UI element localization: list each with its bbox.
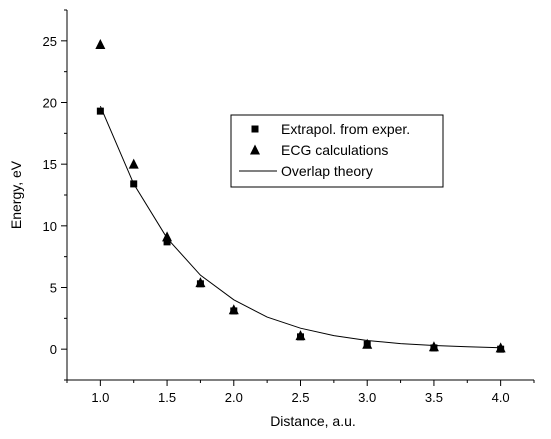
x-tick-label: 3.0 — [358, 390, 376, 405]
y-tick-label: 0 — [50, 342, 57, 357]
legend: Extrapol. from exper. ECG calculations Ove… — [230, 114, 444, 188]
legend-box — [230, 114, 444, 188]
axes: 1.0 1.5 2.0 2.5 3.0 3.5 4.0 0 5 10 15 20 25 — [43, 9, 535, 405]
overlap-theory-line — [99, 106, 501, 349]
x-tick-label: 3.5 — [425, 390, 443, 405]
x-tick-label: 4.0 — [492, 390, 510, 405]
y-tick-label: 15 — [43, 157, 57, 172]
y-tick-label: 25 — [43, 34, 57, 49]
ecg-data-point — [128, 158, 139, 169]
x-axis-title: Distance, a.u. — [270, 413, 356, 429]
legend-label: Overlap theory — [281, 163, 373, 179]
ecg-data-point — [162, 231, 173, 242]
ecg-data-point — [428, 341, 439, 352]
ecg-data-point — [195, 277, 206, 288]
legend-label: ECG calculations — [281, 142, 388, 158]
legend-triangle-marker — [250, 144, 260, 155]
ecg-data-point — [228, 304, 239, 315]
data-marks — [95, 39, 506, 353]
x-tick-label: 2.0 — [225, 390, 243, 405]
legend-label: Extrapol. from exper. — [281, 121, 410, 137]
ecg-data-point — [295, 330, 306, 341]
y-tick-label: 20 — [43, 96, 57, 111]
ecg-data-point — [362, 338, 373, 349]
extrapol-data-point — [96, 107, 104, 115]
extrapol-data-point — [163, 238, 171, 246]
x-tick-label: 1.0 — [91, 390, 109, 405]
y-tick-label: 5 — [50, 281, 57, 296]
x-tick-label: 2.5 — [291, 390, 309, 405]
y-tick-label: 10 — [43, 219, 57, 234]
legend-square-marker — [251, 125, 259, 133]
x-tick-label: 1.5 — [158, 390, 176, 405]
y-axis-title: Energy, eV — [8, 160, 24, 229]
ecg-data-point — [95, 39, 106, 50]
